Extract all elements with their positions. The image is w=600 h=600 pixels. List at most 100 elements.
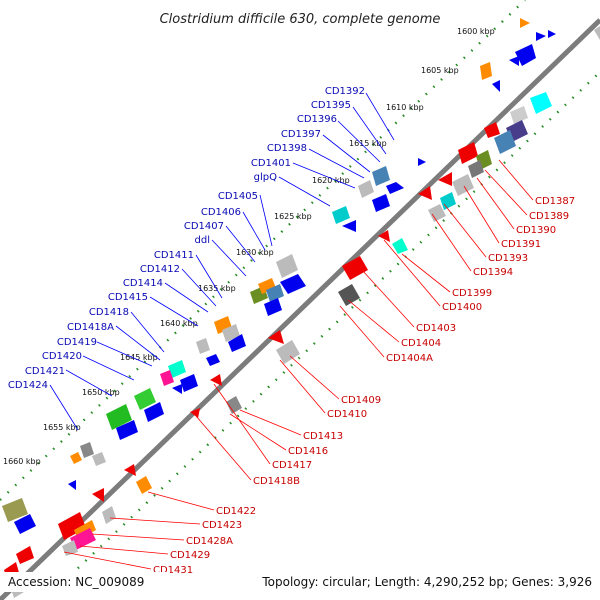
gene-label[interactable]: CD1410 [327, 409, 367, 420]
leader-line [195, 254, 223, 299]
gene-label[interactable]: CD1401 [251, 158, 291, 169]
gene-block [196, 338, 210, 354]
kbp-tick: 1645 kbp [120, 353, 158, 362]
leader-line [339, 305, 385, 358]
gene-label[interactable]: CD1428A [186, 536, 233, 547]
gene-arrow [14, 514, 36, 534]
gene-label[interactable]: CD1418B [253, 476, 300, 487]
leader-line [147, 491, 215, 511]
footer-right-bg [256, 572, 600, 592]
gene-label[interactable]: CD1418A [67, 322, 114, 333]
gene-label[interactable]: CD1398 [267, 143, 307, 154]
gene-arrow [458, 142, 478, 164]
reverse-strand-genes [4, 26, 600, 598]
gene-label[interactable]: CD1407 [184, 221, 224, 232]
gene-block [134, 388, 156, 410]
gene-label[interactable]: CD1415 [108, 292, 148, 303]
leader-line [65, 369, 113, 397]
gene-label[interactable]: CD1406 [201, 207, 241, 218]
leader-line [181, 268, 217, 307]
gene-arrow [144, 402, 164, 422]
leader-line [96, 341, 153, 367]
gene-arrow [228, 334, 246, 352]
gene-label[interactable]: CD1395 [311, 100, 351, 111]
gene-arrow [372, 194, 390, 212]
gene-label[interactable]: CD1422 [216, 506, 256, 517]
gene-block [494, 130, 516, 154]
kbp-tick: 1610 kbp [386, 103, 424, 112]
kbp-tick: 1620 kbp [312, 176, 350, 185]
gene-block [372, 166, 390, 186]
gene-label[interactable]: CD1411 [154, 250, 194, 261]
kbp-tick: 1605 kbp [421, 66, 459, 75]
gene-label[interactable]: ddl [195, 235, 210, 246]
gene-label[interactable]: glpQ [254, 172, 277, 183]
gene-label[interactable]: CD1389 [529, 211, 569, 222]
leader-line [347, 299, 400, 343]
bottom-label-leaders [63, 159, 534, 570]
gene-arrow [68, 480, 76, 490]
leader-line [225, 225, 256, 263]
gene-label[interactable]: CD1429 [170, 550, 210, 561]
gene-block [392, 238, 408, 254]
leader-line [365, 92, 395, 141]
gene-label[interactable]: CD1416 [288, 446, 328, 457]
gene-block [70, 528, 96, 550]
gene-block [468, 160, 484, 178]
gene-label[interactable]: CD1424 [8, 380, 48, 391]
gene-arrow [210, 374, 222, 386]
gene-label[interactable]: CD1417 [272, 460, 312, 471]
gene-label[interactable]: CD1391 [501, 239, 541, 250]
gene-arrow [548, 30, 556, 38]
gene-label[interactable]: CD1392 [325, 86, 365, 97]
gene-arrow [206, 354, 220, 366]
gene-label[interactable]: CD1390 [516, 225, 556, 236]
gene-label[interactable]: CD1414 [123, 278, 163, 289]
kbp-tick: 1635 kbp [198, 284, 236, 293]
gene-arrow [536, 32, 546, 41]
gene-arrow [418, 186, 432, 200]
gene-block [338, 284, 360, 306]
gene-label[interactable]: CD1420 [42, 351, 82, 362]
forward-strand-genes [2, 18, 556, 534]
gene-label[interactable]: CD1394 [473, 267, 513, 278]
gene-arrow [492, 80, 500, 92]
gene-label[interactable]: CD1419 [57, 337, 97, 348]
gene-label[interactable]: CD1421 [25, 366, 65, 377]
gene-label[interactable]: CD1403 [416, 323, 456, 334]
leader-line [259, 194, 273, 247]
leader-line [242, 211, 266, 251]
leader-line [239, 409, 302, 436]
gene-label[interactable]: CD1396 [297, 114, 337, 125]
gene-label[interactable]: CD1397 [281, 129, 321, 140]
gene-block [258, 278, 276, 294]
leader-line [278, 176, 331, 207]
gene-block [92, 452, 106, 466]
footer-left-bg [0, 572, 170, 592]
gene-label[interactable]: CD1387 [535, 196, 575, 207]
gene-label[interactable]: CD1418 [89, 307, 129, 318]
gene-label[interactable]: CD1400 [442, 302, 482, 313]
gene-label[interactable]: CD1399 [452, 288, 492, 299]
leader-line [79, 545, 169, 555]
gene-label[interactable]: CD1404A [386, 353, 433, 364]
gene-label[interactable]: CD1423 [202, 520, 242, 531]
leader-line [443, 203, 487, 258]
leader-line [115, 325, 161, 361]
gene-label[interactable]: CD1404 [401, 338, 441, 349]
gene-label[interactable]: CD1431 [153, 565, 193, 576]
gene-block [106, 404, 132, 430]
leader-line [211, 239, 247, 277]
leader-line [337, 120, 381, 163]
gene-block [276, 340, 300, 364]
gene-label[interactable]: CD1413 [303, 431, 343, 442]
gene-arrow [264, 298, 282, 316]
genome-backbone [0, 18, 600, 600]
gene-label[interactable]: CD1405 [218, 191, 258, 202]
gene-label[interactable]: CD1409 [341, 395, 381, 406]
gene-label[interactable]: CD1412 [140, 264, 180, 275]
leader-line [289, 355, 340, 400]
gene-label[interactable]: CD1393 [488, 253, 528, 264]
gene-block [332, 206, 350, 224]
